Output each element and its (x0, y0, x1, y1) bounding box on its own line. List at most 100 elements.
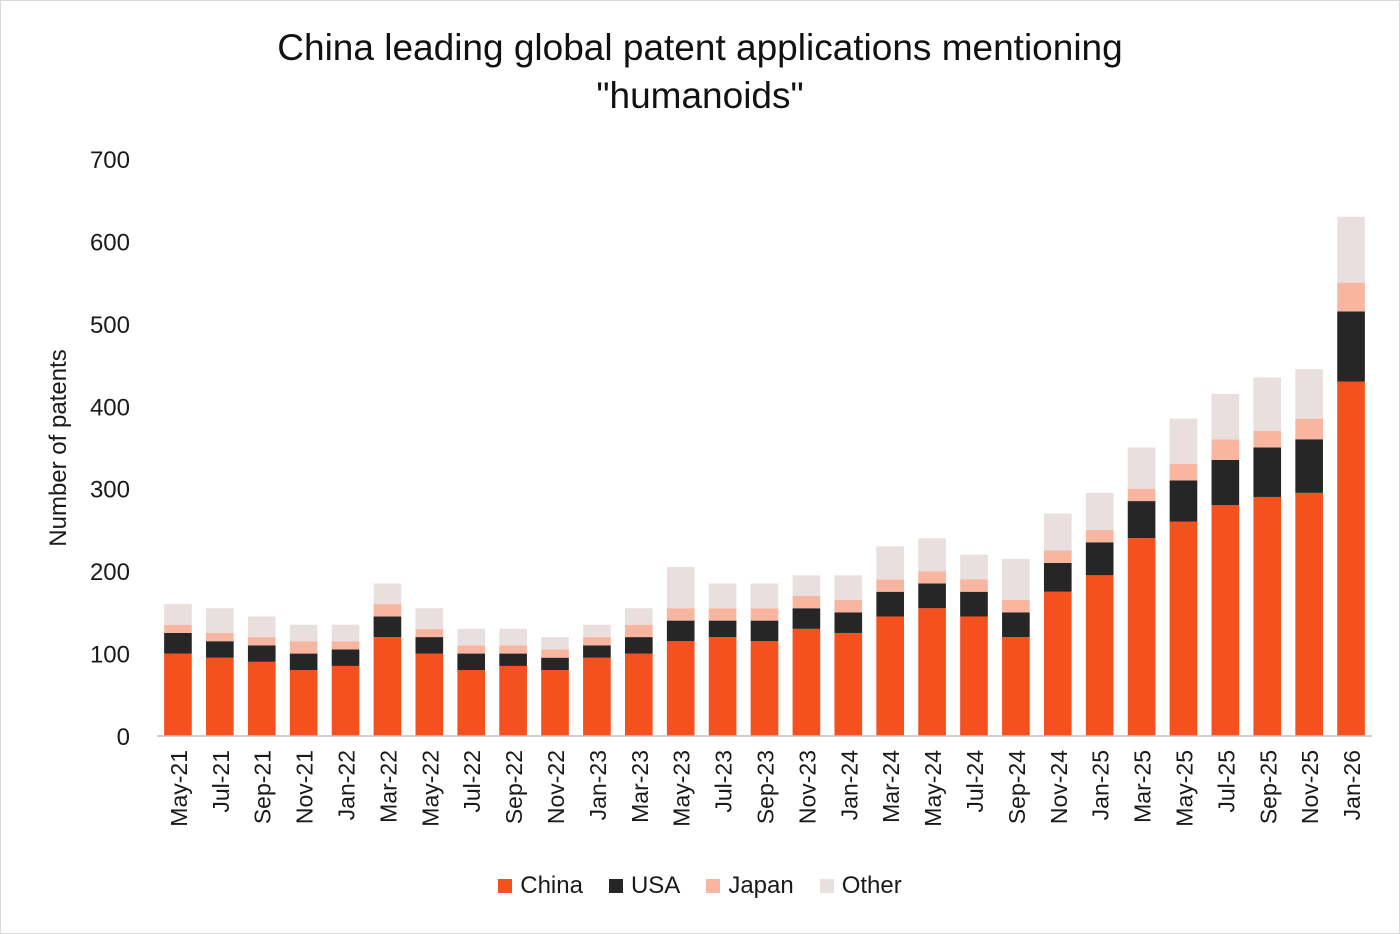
x-tick-label: Nov-23 (794, 750, 820, 824)
bar-segment-usa-may-22 (415, 637, 444, 654)
legend: China USA Japan Other (0, 872, 1400, 900)
legend-label: Japan (728, 872, 794, 899)
legend-swatch-usa (608, 879, 623, 893)
x-tick-label: Sep-23 (753, 750, 779, 824)
bar-segment-china-mar-25 (1127, 538, 1156, 736)
bar-segment-other-jul-22 (457, 628, 486, 646)
bar-segment-china-sep-24 (1002, 637, 1030, 736)
bar-segment-other-nov-22 (541, 637, 569, 650)
bar-segment-japan-may-25 (1169, 463, 1198, 481)
bar-segment-china-sep-23 (750, 641, 779, 736)
bar-segment-japan-jul-25 (1211, 439, 1240, 460)
bar-segment-other-mar-24 (876, 546, 905, 580)
y-tick-label: 100 (90, 642, 130, 669)
bar-segment-china-mar-22 (373, 637, 402, 736)
bar-segment-usa-may-25 (1169, 480, 1198, 522)
bar-segment-other-mar-25 (1127, 447, 1156, 489)
bar-segment-other-sep-22 (499, 628, 527, 646)
bar-segment-china-nov-23 (792, 628, 821, 736)
bar-segment-japan-may-23 (666, 608, 695, 621)
bar-segment-japan-jan-22 (331, 641, 360, 650)
bar-segment-japan-jul-22 (457, 645, 486, 654)
bar-segment-usa-mar-24 (876, 591, 905, 617)
bar-segment-japan-sep-24 (1002, 599, 1030, 613)
chart-title: China leading global patent applications… (0, 24, 1400, 120)
bar-segment-china-may-22 (415, 653, 444, 736)
bar-segment-japan-may-21 (164, 624, 192, 633)
bar-segment-japan-may-24 (918, 571, 946, 584)
bar-segment-china-jul-22 (457, 670, 486, 736)
x-tick-label: Jan-24 (836, 750, 862, 821)
bar-segment-china-nov-21 (289, 670, 318, 736)
x-tick-label: Nov-21 (292, 750, 318, 824)
x-tick-label: Jan-26 (1339, 750, 1365, 820)
legend-swatch-china (498, 879, 513, 893)
bar-segment-japan-sep-22 (499, 645, 527, 654)
bar-segment-other-sep-23 (750, 583, 779, 609)
x-tick-label: May-23 (669, 750, 695, 827)
bar-segment-japan-jul-23 (708, 608, 737, 621)
bar-segment-japan-nov-22 (541, 649, 569, 658)
bar-segment-other-may-25 (1169, 418, 1198, 464)
bar-segment-usa-jul-25 (1211, 459, 1240, 506)
bar-segment-japan-sep-25 (1253, 431, 1282, 448)
bar-segment-other-may-22 (415, 608, 444, 629)
bar-segment-usa-jul-21 (206, 641, 234, 658)
bar-segment-usa-jan-22 (331, 649, 360, 666)
y-axis-ticks: 0 100 200 300 400 500 600 700 (90, 147, 130, 751)
x-tick-label: Jan-22 (334, 750, 360, 820)
bar-segment-other-jul-21 (206, 608, 234, 633)
bar-segment-other-jan-26 (1337, 216, 1365, 283)
bar-segment-other-may-21 (164, 604, 192, 625)
bar-segment-other-sep-25 (1253, 377, 1282, 432)
bar-segment-china-jan-22 (331, 665, 360, 736)
bar-segment-japan-nov-23 (792, 595, 821, 609)
bar-segment-other-jan-23 (583, 624, 611, 638)
bar-segment-japan-jan-25 (1085, 529, 1114, 543)
bar-segment-usa-jul-22 (457, 653, 486, 671)
bar-segment-japan-mar-24 (876, 579, 905, 592)
bar-segment-china-may-21 (164, 653, 192, 736)
x-tick-label: Jul-25 (1213, 750, 1239, 813)
bar-segment-usa-mar-23 (624, 637, 653, 654)
x-tick-label: Sep-21 (250, 750, 276, 824)
legend-item-japan: Japan (706, 872, 794, 900)
x-tick-label: Nov-24 (1046, 750, 1072, 824)
legend-item-china: China (498, 872, 583, 900)
bar-segment-china-may-24 (918, 608, 946, 736)
y-tick-label: 500 (90, 312, 130, 339)
chart-title-line-2: "humanoids" (596, 75, 804, 116)
bar-segment-usa-jan-24 (834, 612, 863, 633)
bar-segment-usa-may-24 (918, 583, 946, 609)
legend-item-other: Other (819, 872, 902, 900)
bar-segment-china-jul-21 (206, 657, 234, 736)
bar-segment-japan-jan-26 (1337, 282, 1365, 312)
bar-segment-other-jan-25 (1085, 492, 1114, 530)
bar-segment-usa-may-23 (666, 620, 695, 642)
bar-segment-china-sep-21 (247, 661, 276, 736)
bar-segment-china-mar-23 (624, 653, 653, 736)
bar-segment-usa-nov-25 (1295, 439, 1323, 493)
bar-segment-japan-may-22 (415, 628, 444, 638)
bar-segment-japan-jul-24 (960, 579, 988, 592)
bar-segment-other-jul-25 (1211, 393, 1240, 440)
x-tick-label: Mar-25 (1130, 750, 1156, 823)
x-tick-label: Jul-23 (711, 750, 737, 813)
y-tick-label: 300 (90, 477, 130, 504)
bar-segment-usa-nov-24 (1043, 562, 1072, 592)
bar-segment-china-nov-24 (1043, 591, 1072, 736)
x-tick-label: Sep-25 (1255, 750, 1281, 824)
bar-segment-other-sep-24 (1002, 558, 1030, 600)
x-tick-label: Sep-22 (501, 750, 527, 824)
bar-segment-other-mar-23 (624, 608, 653, 625)
bar-segment-other-sep-21 (247, 616, 276, 638)
bar-segment-china-jul-25 (1211, 505, 1240, 736)
bar-segment-other-nov-25 (1295, 369, 1323, 419)
bar-segment-usa-sep-21 (247, 645, 276, 662)
x-tick-label: Mar-23 (627, 750, 653, 823)
x-tick-label: Mar-24 (878, 750, 904, 823)
bar-segment-other-jul-23 (708, 583, 737, 609)
y-tick-label: 600 (90, 229, 130, 256)
